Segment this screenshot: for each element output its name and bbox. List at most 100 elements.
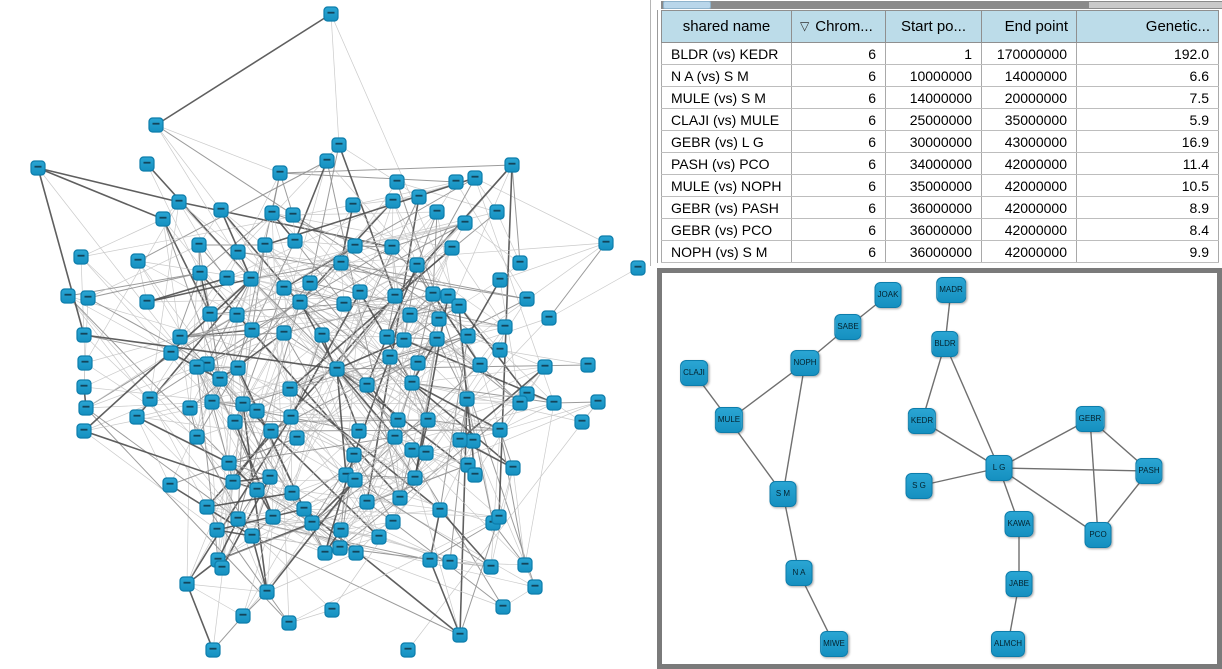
network-node-84[interactable]	[379, 329, 395, 345]
network-node-137[interactable]	[432, 502, 448, 518]
table-row[interactable]: BLDR (vs) KEDR 6 1 170000000 192.0	[661, 42, 1219, 65]
table-row[interactable]: PASH (vs) PCO 6 34000000 42000000 11.4	[661, 152, 1219, 175]
network-node-148[interactable]	[527, 579, 543, 595]
network-node-38[interactable]	[229, 307, 245, 323]
table-cell[interactable]: 1	[885, 42, 982, 65]
table-cell[interactable]: 8.4	[1076, 218, 1219, 241]
network-node-153[interactable]	[324, 602, 340, 618]
network-node-150[interactable]	[214, 560, 230, 576]
network-node-68[interactable]	[333, 255, 349, 271]
table-cell[interactable]: 10000000	[885, 64, 982, 87]
network-node-158[interactable]	[452, 627, 468, 643]
network-node-143[interactable]	[422, 552, 438, 568]
network-node-madr[interactable]: MADR	[936, 277, 966, 303]
network-node-129[interactable]	[332, 540, 348, 556]
table-row[interactable]: CLAJI (vs) MULE 6 25000000 35000000 5.9	[661, 108, 1219, 131]
network-node-14[interactable]	[385, 193, 401, 209]
network-node-85[interactable]	[396, 332, 412, 348]
table-cell[interactable]: 43000000	[981, 130, 1077, 153]
network-node-51[interactable]	[282, 381, 298, 397]
table-cell[interactable]: 6	[791, 152, 886, 175]
network-node-67[interactable]	[444, 240, 460, 256]
network-node-136[interactable]	[407, 470, 423, 486]
network-node-94[interactable]	[580, 357, 596, 373]
network-node-145[interactable]	[491, 509, 507, 525]
table-cell[interactable]: NOPH (vs) S M	[661, 240, 792, 263]
network-node-25[interactable]	[80, 290, 96, 306]
table-cell[interactable]: 6	[791, 130, 886, 153]
network-node-claji[interactable]: CLAJI	[680, 360, 708, 386]
network-node-3[interactable]	[139, 156, 155, 172]
network-node-17[interactable]	[467, 170, 483, 186]
network-node-pco[interactable]: PCO	[1084, 522, 1112, 548]
table-cell[interactable]: 34000000	[885, 152, 982, 175]
network-node-miwe[interactable]: MIWE	[820, 631, 848, 657]
table-cell[interactable]: 36000000	[885, 240, 982, 263]
table-cell[interactable]: MULE (vs) S M	[661, 86, 792, 109]
network-node-95[interactable]	[359, 377, 375, 393]
table-cell[interactable]: 6	[791, 240, 886, 263]
network-node-kedr[interactable]: KEDR	[907, 408, 937, 434]
table-row[interactable]: GEBR (vs) PASH 6 36000000 42000000 8.9	[661, 196, 1219, 219]
network-node-18[interactable]	[504, 157, 520, 173]
network-node-31[interactable]	[219, 270, 235, 286]
network-node-63[interactable]	[189, 429, 205, 445]
filter-icon[interactable]: ▽	[800, 19, 810, 33]
network-node-30[interactable]	[192, 265, 208, 281]
network-node-10[interactable]	[331, 137, 347, 153]
network-node-23[interactable]	[130, 253, 146, 269]
network-node-113[interactable]	[249, 482, 265, 498]
table-cell[interactable]: 42000000	[981, 174, 1077, 197]
network-edge[interactable]	[998, 418, 1091, 469]
network-node-l-g[interactable]: L G	[985, 455, 1013, 481]
table-cell[interactable]: 42000000	[981, 196, 1077, 219]
table-cell[interactable]: 7.5	[1076, 86, 1219, 109]
network-node-139[interactable]	[452, 432, 468, 448]
network-node-146[interactable]	[483, 559, 499, 575]
network-node-141[interactable]	[467, 467, 483, 483]
network-node-56[interactable]	[129, 409, 145, 425]
network-node-44[interactable]	[163, 345, 179, 361]
table-cell[interactable]: 6.6	[1076, 64, 1219, 87]
network-node-105[interactable]	[387, 429, 403, 445]
network-node-159[interactable]	[495, 599, 511, 615]
network-node-73[interactable]	[387, 288, 403, 304]
scrollbar-thumb[interactable]	[1089, 2, 1222, 8]
network-node-96[interactable]	[404, 375, 420, 391]
network-node-15[interactable]	[345, 197, 361, 213]
table-cell[interactable]: 6	[791, 218, 886, 241]
network-node-135[interactable]	[418, 445, 434, 461]
network-node-6[interactable]	[213, 202, 229, 218]
network-node-157[interactable]	[400, 642, 416, 658]
table-row[interactable]: GEBR (vs) L G 6 30000000 43000000 16.9	[661, 130, 1219, 153]
table-row[interactable]: N A (vs) S M 6 10000000 14000000 6.6	[661, 64, 1219, 87]
network-node-24[interactable]	[60, 288, 76, 304]
network-node-88[interactable]	[492, 342, 508, 358]
network-node-75[interactable]	[440, 288, 456, 304]
network-edge[interactable]	[998, 467, 1099, 536]
network-node-81[interactable]	[541, 310, 557, 326]
network-node-138[interactable]	[442, 554, 458, 570]
network-node-sabe[interactable]: SABE	[834, 314, 862, 340]
network-node-121[interactable]	[244, 528, 260, 544]
network-node-103[interactable]	[420, 412, 436, 428]
network-edge[interactable]	[998, 467, 1150, 472]
network-node-78[interactable]	[519, 291, 535, 307]
network-edge[interactable]	[1089, 418, 1099, 536]
table-cell[interactable]: 6	[791, 196, 886, 219]
table-cell[interactable]: GEBR (vs) L G	[661, 130, 792, 153]
network-node-104[interactable]	[351, 423, 367, 439]
network-node-54[interactable]	[182, 400, 198, 416]
network-node-7[interactable]	[272, 165, 288, 181]
network-node-106[interactable]	[492, 422, 508, 438]
network-node-127[interactable]	[333, 522, 349, 538]
network-node-118[interactable]	[265, 509, 281, 525]
network-node-46[interactable]	[189, 359, 205, 375]
network-node-joak[interactable]: JOAK	[874, 282, 902, 308]
network-node-82[interactable]	[598, 235, 614, 251]
network-node-90[interactable]	[410, 355, 426, 371]
network-node-s-m[interactable]: S M	[769, 481, 797, 507]
network-node-37[interactable]	[202, 306, 218, 322]
network-node-61[interactable]	[227, 414, 243, 430]
table-cell[interactable]: MULE (vs) NOPH	[661, 174, 792, 197]
